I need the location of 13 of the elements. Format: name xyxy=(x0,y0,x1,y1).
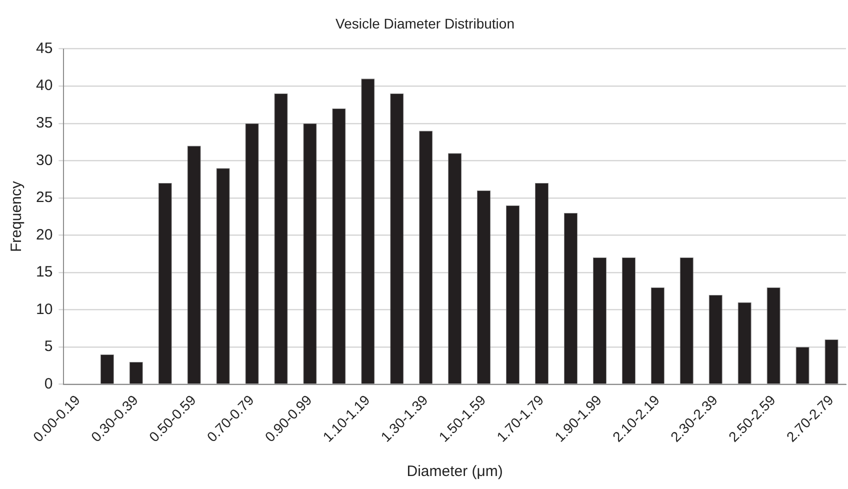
y-tick-label: 10 xyxy=(36,300,53,318)
y-tick-label: 15 xyxy=(36,264,53,281)
chart-title: Vesicle Diameter Distribution xyxy=(336,15,514,32)
y-tick-label: 35 xyxy=(36,114,53,132)
y-tick-label: 20 xyxy=(36,226,53,244)
x-axis-title: Diameter (μm) xyxy=(406,463,503,480)
y-tick-label: 40 xyxy=(36,77,53,94)
y-tick-label: 25 xyxy=(36,189,53,206)
y-tick-label: 5 xyxy=(44,338,53,356)
y-axis-title: Frequency xyxy=(8,180,26,252)
y-tick-label: 0 xyxy=(44,375,53,392)
y-tick-label: 45 xyxy=(36,40,53,57)
y-tick-label: 30 xyxy=(36,152,53,169)
